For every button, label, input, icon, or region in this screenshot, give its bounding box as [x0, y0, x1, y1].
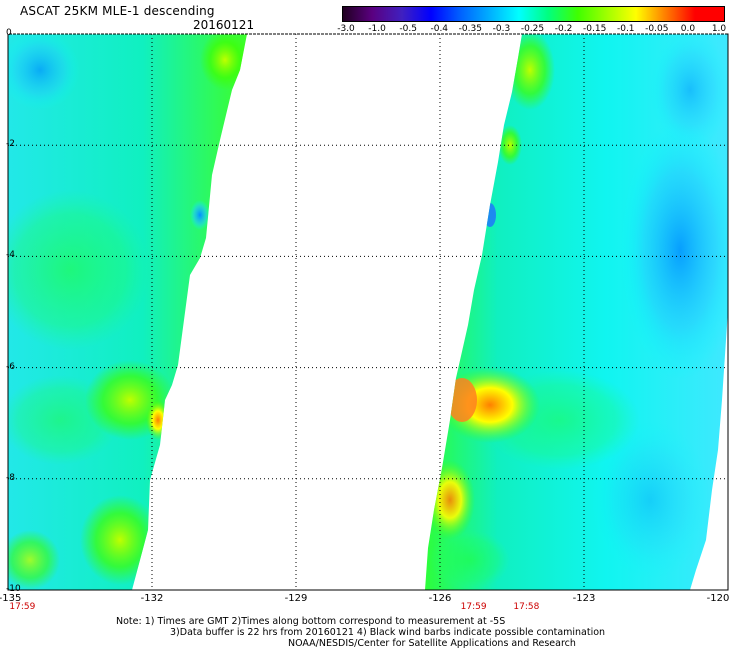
- color-scale-segment: [694, 7, 725, 21]
- color-scale-label: -0.35: [458, 24, 482, 34]
- color-scale-segment: [636, 7, 666, 21]
- color-scale-label: -0.4: [430, 24, 449, 34]
- color-scale-label: -0.2: [554, 24, 573, 34]
- color-scale-label: 1.0: [711, 24, 727, 34]
- color-scale-label: -0.1: [616, 24, 635, 34]
- lon-tick-label: -132: [140, 593, 164, 604]
- lon-tick-label: -120: [706, 593, 730, 604]
- color-scale-segment: [430, 7, 461, 21]
- color-scale-segment: [665, 7, 695, 21]
- right-swath: [425, 34, 728, 590]
- color-scale-segment: [577, 7, 607, 21]
- map-title: ASCAT 25KM MLE-1 descending: [20, 4, 215, 18]
- lon-tick-label: -123: [572, 593, 596, 604]
- note-line-2: 3)Data buffer is 22 hrs from 20160121 4)…: [170, 627, 606, 638]
- color-scale-segment: [401, 7, 431, 21]
- color-scale-segment: [372, 7, 402, 21]
- color-scale-label: -0.25: [520, 24, 545, 34]
- lat-tick-label: -6: [6, 361, 15, 372]
- pass-time-label: 17:59: [460, 602, 487, 612]
- color-scale-label: -3.0: [337, 24, 355, 34]
- color-scale-segment: [548, 7, 578, 21]
- color-scale-segment: [606, 7, 637, 21]
- pass-time-label: 17:58: [513, 602, 540, 612]
- lat-tick-label: -8: [6, 472, 15, 483]
- lat-tick-label: 0: [6, 28, 12, 38]
- color-scale-segment: [460, 7, 490, 21]
- left-swath: [8, 34, 247, 590]
- color-scale-label: -0.05: [645, 24, 669, 34]
- lon-tick-label: -126: [428, 593, 452, 604]
- color-scale-segment: [489, 7, 519, 21]
- lon-tick-label: -129: [284, 593, 308, 604]
- note-line-1: Note: 1) Times are GMT 2)Times along bot…: [116, 616, 506, 627]
- color-scale-label: -0.5: [399, 24, 417, 34]
- lat-tick-label: -10: [6, 584, 21, 594]
- map-date: 20160121: [193, 18, 255, 32]
- color-scale-label: -0.15: [583, 24, 607, 34]
- color-scale-label: -0.3: [492, 24, 511, 34]
- color-scale-bar: [342, 6, 725, 22]
- lat-tick-label: -4: [6, 250, 15, 261]
- color-scale-segment: [343, 7, 373, 21]
- grid-lines: [8, 33, 728, 590]
- color-scale-label: -1.0: [368, 24, 386, 34]
- pass-time-label: 17:59: [9, 602, 36, 612]
- note-line-3: NOAA/NESDIS/Center for Satellite Applica…: [288, 638, 576, 649]
- color-scale-segment: [518, 7, 549, 21]
- color-scale-label: 0.0: [680, 24, 696, 34]
- lat-tick-label: -2: [6, 139, 15, 150]
- lon-tick-label: -135: [0, 593, 22, 604]
